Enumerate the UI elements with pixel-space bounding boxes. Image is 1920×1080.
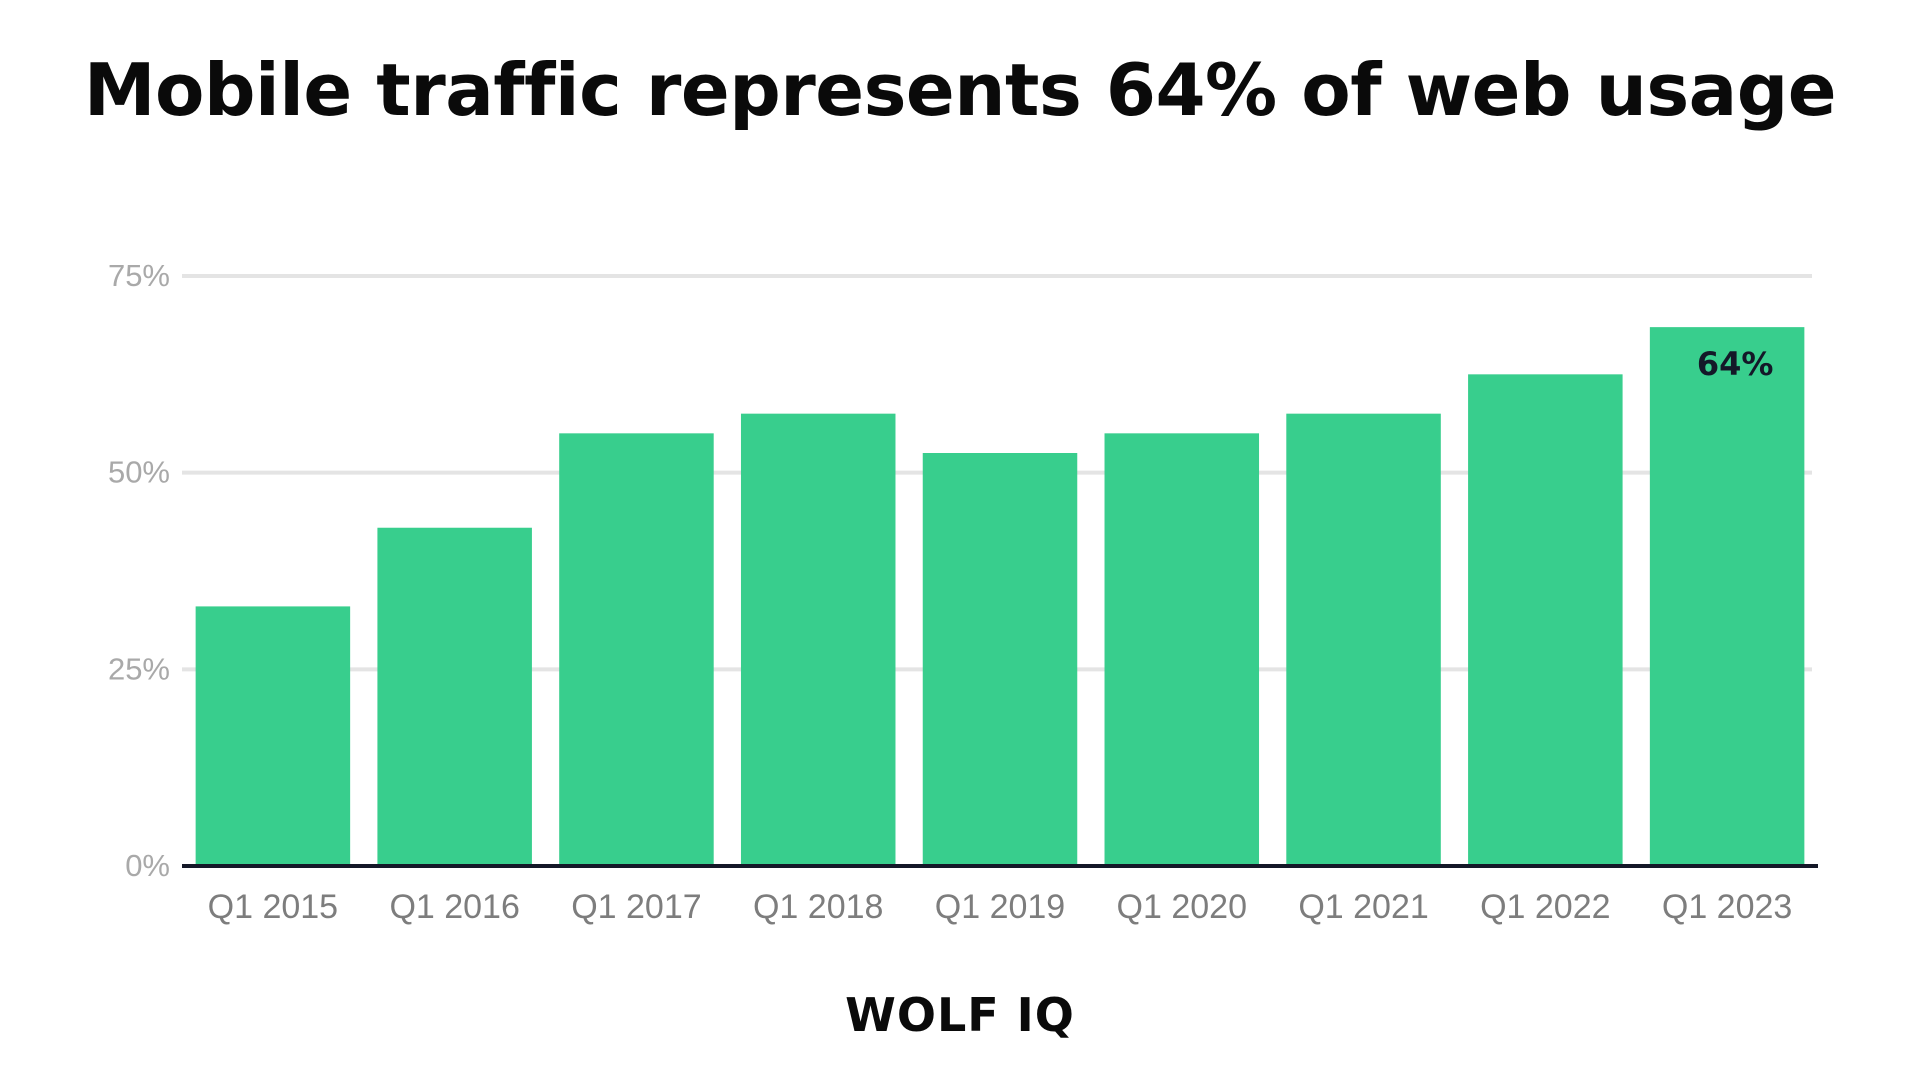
y-tick-label: 0% (125, 848, 170, 883)
x-tick-label: Q1 2022 (1480, 888, 1610, 926)
y-tick-label: 75% (108, 258, 170, 293)
bar (377, 527, 532, 866)
bar (559, 433, 714, 866)
bar (922, 453, 1078, 866)
bar (1649, 327, 1805, 867)
bar (740, 413, 896, 866)
wolf-iq-logo: WOLF IQ (845, 988, 1075, 1042)
y-tick-label: 25% (108, 651, 170, 686)
x-tick-label: Q1 2019 (935, 888, 1065, 926)
bar (195, 606, 351, 866)
y-tick-label: 50% (108, 455, 170, 490)
x-tick-label: Q1 2016 (389, 888, 519, 926)
x-tick-label: Q1 2017 (571, 888, 701, 926)
x-tick-label: Q1 2021 (1298, 888, 1428, 926)
chart-title: Mobile traffic represents 64% of web usa… (83, 48, 1837, 132)
x-tick-label: Q1 2020 (1117, 888, 1247, 926)
bar (1104, 433, 1260, 866)
x-tick-label: Q1 2018 (753, 888, 883, 926)
x-tick-label: Q1 2023 (1662, 888, 1792, 926)
bar (1286, 413, 1441, 866)
x-tick-label: Q1 2015 (208, 888, 338, 926)
data-label: 64% (1697, 345, 1774, 383)
bar (1468, 374, 1623, 866)
